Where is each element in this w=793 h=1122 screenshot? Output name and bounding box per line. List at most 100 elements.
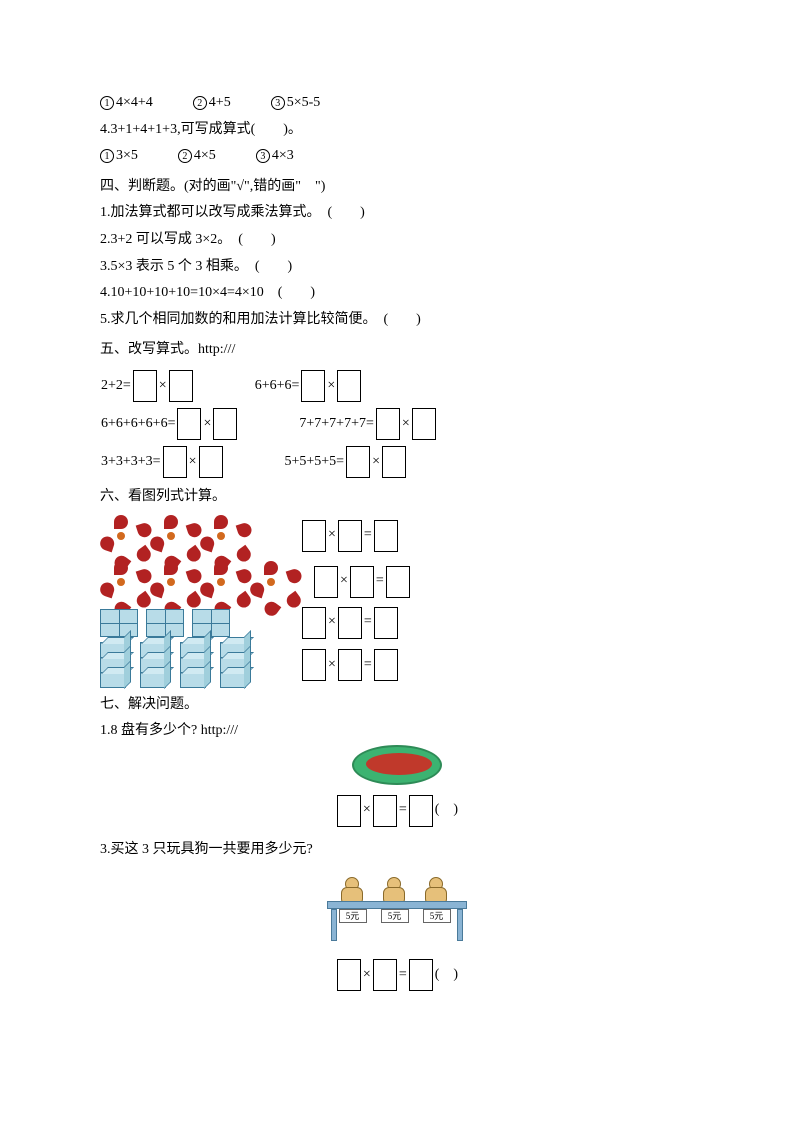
price-tag: 5元 <box>423 909 451 923</box>
answer-box[interactable] <box>169 370 193 402</box>
q7-3-text: 3.买这 3 只玩具狗一共要用多少元? <box>100 837 693 864</box>
op: × <box>328 609 336 636</box>
option-2: 2 4+5 <box>193 90 231 117</box>
eq: = <box>364 652 372 679</box>
answer-box[interactable] <box>338 607 362 639</box>
figure-row-flowers-3: × = <box>100 515 693 557</box>
figure-row-cubes: × = <box>100 643 693 688</box>
option-2-text: 4+5 <box>209 90 231 117</box>
eq: = <box>399 962 407 989</box>
answer-box[interactable] <box>374 607 398 639</box>
flower-icon <box>250 561 292 603</box>
option-1-text: 4×4+4 <box>116 90 153 117</box>
answer-box[interactable] <box>337 795 361 827</box>
judge-item-5: 5.求几个相同加数的和用加法计算比较简便。 ( ) <box>100 307 693 334</box>
rewrite-row-1: 2+2= × 6+6+6= × <box>100 370 693 402</box>
op: × <box>402 411 410 438</box>
op: × <box>328 652 336 679</box>
op: × <box>340 568 348 595</box>
eq: = <box>364 609 372 636</box>
grid-icon <box>146 609 184 637</box>
answer-box[interactable] <box>376 408 400 440</box>
circled-2: 2 <box>193 96 207 110</box>
q4-option-3: 3 4×3 <box>256 143 294 170</box>
circled-1: 1 <box>100 96 114 110</box>
op: × <box>327 373 335 400</box>
answer-box[interactable] <box>302 607 326 639</box>
flower-icon <box>150 561 192 603</box>
eq: = <box>364 522 372 549</box>
flower-icon <box>150 515 192 557</box>
judge-item-2: 2.3+2 可以写成 3×2。 ( ) <box>100 227 693 254</box>
eq-lhs: 3+3+3+3= <box>101 449 161 476</box>
plate-icon <box>352 745 442 785</box>
op: × <box>363 797 371 824</box>
answer-box[interactable] <box>314 566 338 598</box>
answer-box[interactable] <box>301 370 325 402</box>
judge-item-4: 4.10+10+10+10=10×4=4×10 ( ) <box>100 280 693 307</box>
figure-row-grids: × = <box>100 607 693 639</box>
flower-icon <box>200 561 242 603</box>
flower-group-3 <box>100 515 280 557</box>
answer-box[interactable] <box>338 649 362 681</box>
section-5-title: 五、改写算式。http:/// <box>100 337 693 364</box>
eq-lhs: 6+6+6+6+6= <box>101 411 175 438</box>
question-4-text: 4.3+1+4+1+3,可写成算式( )。 <box>100 117 693 144</box>
answer-box[interactable] <box>374 649 398 681</box>
eq: = <box>399 797 407 824</box>
answer-box[interactable] <box>373 795 397 827</box>
q7-3-answer: × = ( ) <box>100 959 693 991</box>
answer-box[interactable] <box>386 566 410 598</box>
eq-lhs: 5+5+5+5= <box>285 449 345 476</box>
answer-box[interactable] <box>302 649 326 681</box>
circled-3: 3 <box>271 96 285 110</box>
eq-lhs: 6+6+6= <box>255 373 300 400</box>
answer-box[interactable] <box>409 959 433 991</box>
op: × <box>159 373 167 400</box>
op: × <box>189 449 197 476</box>
answer-box[interactable] <box>346 446 370 478</box>
answer-box[interactable] <box>374 520 398 552</box>
plate-figure <box>100 745 693 785</box>
answer-box[interactable] <box>409 795 433 827</box>
op: × <box>363 962 371 989</box>
grid-icon <box>100 609 138 637</box>
q7-1-text: 1.8 盘有多少个? http:/// <box>100 718 693 745</box>
rewrite-row-3: 3+3+3+3= × 5+5+5+5= × <box>100 446 693 478</box>
op: × <box>372 449 380 476</box>
judge-item-3: 3.5×3 表示 5 个 3 相乘。 ( ) <box>100 254 693 281</box>
price-tag: 5元 <box>381 909 409 923</box>
q4-opt2-text: 4×5 <box>194 143 216 170</box>
answer-box[interactable] <box>382 446 406 478</box>
section-4-title: 四、判断题。(对的画"√",错的画" ") <box>100 174 693 201</box>
q4-option-2: 2 4×5 <box>178 143 216 170</box>
answer-box[interactable] <box>350 566 374 598</box>
flower-group-4 <box>100 561 292 603</box>
option-3: 3 5×5-5 <box>271 90 321 117</box>
toy-table-icon: 5元 5元 5元 <box>317 871 477 941</box>
answer-box[interactable] <box>163 446 187 478</box>
rewrite-3-left: 3+3+3+3= × <box>100 446 224 478</box>
grid-icon <box>192 609 230 637</box>
answer-box[interactable] <box>133 370 157 402</box>
q4-option-1: 1 3×5 <box>100 143 138 170</box>
answer-box[interactable] <box>338 520 362 552</box>
answer-box[interactable] <box>373 959 397 991</box>
q4-opt1-text: 3×5 <box>116 143 138 170</box>
answer-box[interactable] <box>213 408 237 440</box>
rewrite-1-right: 6+6+6= × <box>254 370 363 402</box>
answer-box[interactable] <box>337 959 361 991</box>
q4-opt3-text: 4×3 <box>272 143 294 170</box>
cube-stack-icon <box>220 643 246 688</box>
answer-box[interactable] <box>177 408 201 440</box>
circled-1: 1 <box>100 149 114 163</box>
answer-box[interactable] <box>412 408 436 440</box>
answer-box[interactable] <box>337 370 361 402</box>
flower-icon <box>100 515 142 557</box>
section-6-title: 六、看图列式计算。 <box>100 484 693 511</box>
answer-box[interactable] <box>199 446 223 478</box>
cube-stack-icon <box>180 643 206 688</box>
eq: = <box>376 568 384 595</box>
q7-1-answer: × = ( ) <box>100 795 693 827</box>
answer-box[interactable] <box>302 520 326 552</box>
